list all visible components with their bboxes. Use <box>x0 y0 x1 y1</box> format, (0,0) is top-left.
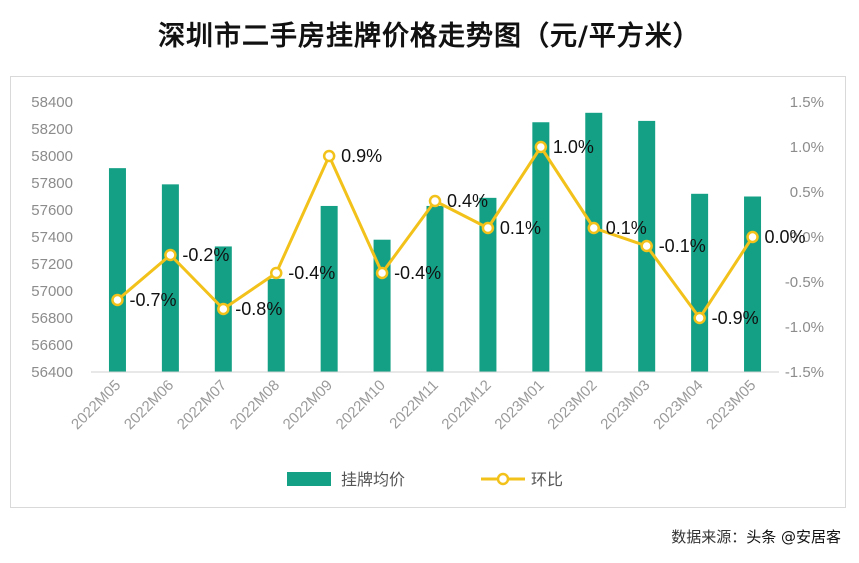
data-label: -0.9% <box>712 308 759 328</box>
y-left-tick-label: 58400 <box>31 94 73 111</box>
line-point-2022M06 <box>164 248 177 262</box>
y-left-tick-label: 56600 <box>31 337 73 354</box>
data-label: -0.4% <box>288 263 335 283</box>
x-tick-label: 2023M03 <box>597 377 653 433</box>
line-point-2022M08 <box>269 266 283 280</box>
bar-2022M09 <box>320 205 338 372</box>
line-point-2023M02 <box>587 221 601 235</box>
line-point-2023M03 <box>640 239 653 253</box>
y-left-tick-label: 57800 <box>31 175 73 192</box>
data-label: 0.4% <box>447 191 488 211</box>
x-tick-label: 2022M10 <box>333 377 389 433</box>
source-note: 数据来源：头条 @安居客 <box>671 526 841 547</box>
legend-label-line: 环比 <box>531 470 563 489</box>
line-point-2023M01 <box>534 140 548 154</box>
bar-2022M05 <box>108 168 126 372</box>
y-right-tick-label: 0.5% <box>790 184 824 201</box>
data-label: -0.2% <box>182 245 229 265</box>
line-point-2022M07 <box>217 302 230 316</box>
data-label: -0.4% <box>394 263 441 283</box>
chart-title: 深圳市二手房挂牌价格走势图（元/平方米） <box>158 21 701 52</box>
line-point-2022M05 <box>111 293 124 307</box>
y-left-tick-label: 57600 <box>31 202 73 219</box>
data-label: 0.9% <box>341 146 382 166</box>
y-right-tick-label: 0.0% <box>790 229 824 246</box>
line-point-2023M04 <box>693 311 706 325</box>
bar-2022M06 <box>161 184 179 372</box>
combo-chart: 56400 56600 56800 57000 57200 57400 57600 57800… <box>31 94 824 489</box>
y-right-tick-label: 1.0% <box>790 139 824 156</box>
legend-label-bar: 挂牌均价 <box>341 470 405 489</box>
bar-2023M04 <box>691 193 709 372</box>
legend-swatch-bar <box>287 472 331 486</box>
data-label: -0.7% <box>129 290 176 310</box>
line-point-2022M12 <box>481 221 495 235</box>
y-left-tick-label: 58000 <box>31 148 73 165</box>
legend-marker-line <box>496 472 510 486</box>
x-tick-label: 2023M01 <box>491 377 547 433</box>
source-name: 头条 @安居客 <box>746 528 841 546</box>
y-left-tick-label: 56400 <box>31 364 73 381</box>
data-label: 1.0% <box>553 137 594 157</box>
x-tick-label: 2022M06 <box>121 377 177 433</box>
data-label: -0.8% <box>235 299 282 319</box>
y-left-tick-label: 57000 <box>31 283 73 300</box>
bar-2023M01 <box>532 122 550 372</box>
chart-area: 56400 56600 56800 57000 57200 57400 57600 57800… <box>10 76 846 508</box>
x-tick-label: 2023M05 <box>703 377 759 433</box>
x-tick-label: 2022M05 <box>68 377 124 433</box>
line-point-2022M10 <box>375 266 389 280</box>
y-right-tick-label: 1.5% <box>790 94 824 111</box>
x-tick-label: 2022M09 <box>280 377 336 433</box>
bar-2022M11 <box>426 205 444 372</box>
data-label: 0.0% <box>765 227 806 247</box>
x-tick-label: 2022M12 <box>438 377 494 433</box>
y-left-tick-label: 57200 <box>31 256 73 273</box>
y-left-tick-label: 58200 <box>31 121 73 138</box>
data-label: 0.1% <box>500 218 541 238</box>
line-point-2022M09 <box>322 149 336 163</box>
x-tick-label: 2023M02 <box>544 377 600 433</box>
bar-2022M12 <box>479 197 497 372</box>
x-tick-label: 2022M08 <box>227 377 283 433</box>
line-point-2023M05 <box>746 230 759 244</box>
y-left-tick-label: 57400 <box>31 229 73 246</box>
source-label: 数据来源： <box>671 528 747 546</box>
bar-2022M08 <box>267 278 285 372</box>
x-tick-label: 2023M04 <box>650 377 706 433</box>
x-tick-label: 2022M07 <box>174 377 230 433</box>
y-right-tick-label: -0.5% <box>785 274 824 291</box>
y-right-tick-label: -1.5% <box>785 364 824 381</box>
data-label: 0.1% <box>606 218 647 238</box>
y-left-tick-label: 56800 <box>31 310 73 327</box>
bar-2023M05 <box>744 196 762 372</box>
data-label: -0.1% <box>659 236 706 256</box>
x-tick-label: 2022M11 <box>386 377 441 432</box>
line-point-2022M11 <box>428 194 442 208</box>
bar-2023M02 <box>585 112 603 373</box>
y-right-tick-label: -1.0% <box>785 319 824 336</box>
